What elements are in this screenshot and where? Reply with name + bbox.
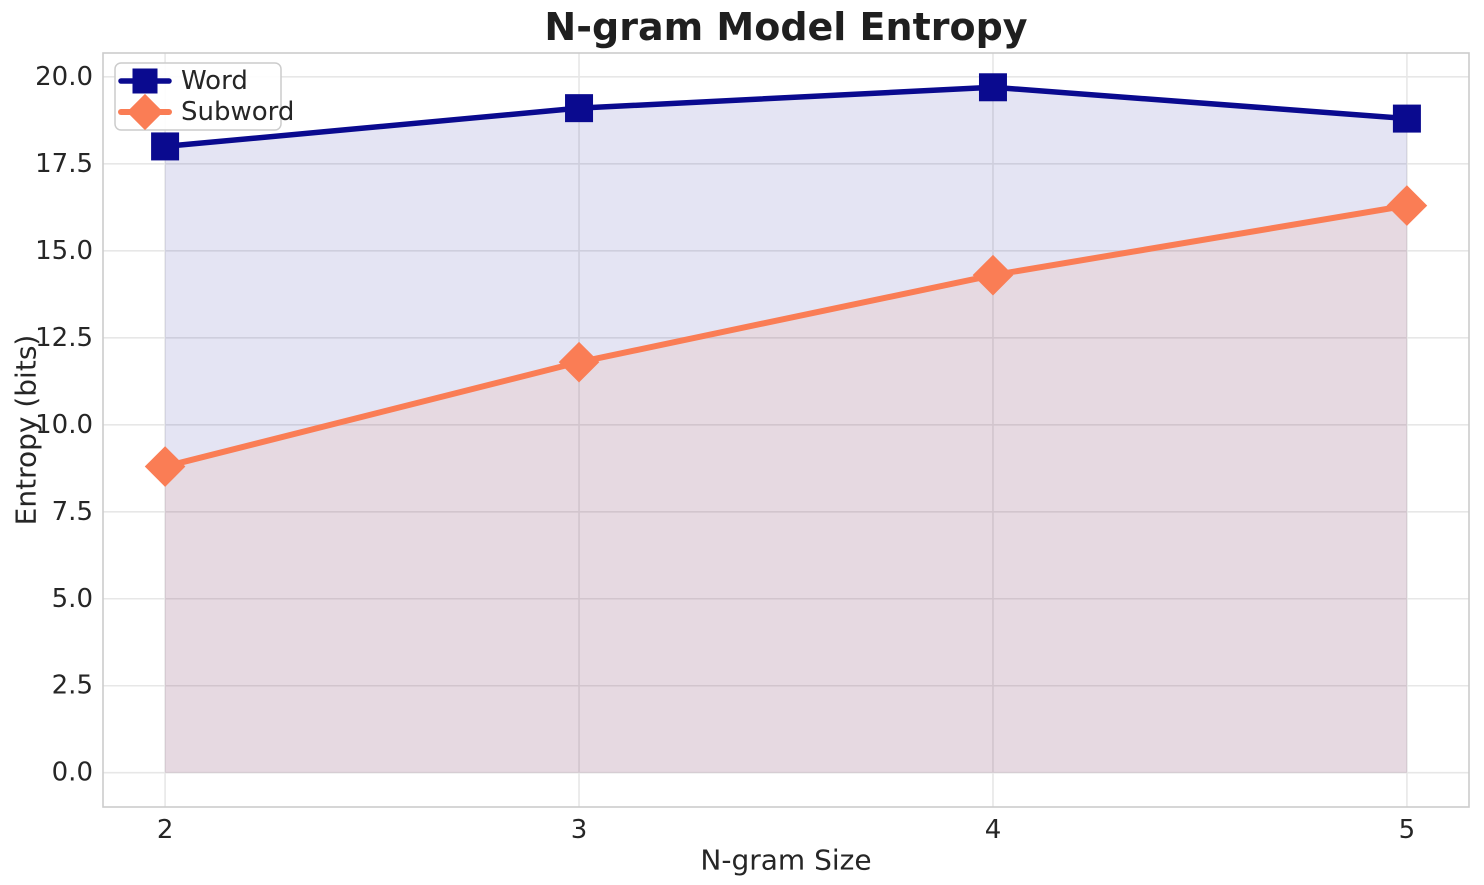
y-axis-label: Entropy (bits) bbox=[10, 335, 43, 526]
y-tick-label: 2.5 bbox=[52, 671, 93, 701]
word-marker bbox=[565, 94, 594, 123]
subword-marker bbox=[558, 341, 600, 383]
subword-marker bbox=[972, 254, 1014, 296]
y-tick-label: 0.0 bbox=[52, 758, 93, 788]
legend-diamond-marker bbox=[126, 93, 164, 131]
word-marker bbox=[151, 132, 180, 161]
word-marker bbox=[1392, 104, 1421, 133]
subword-marker bbox=[144, 446, 186, 487]
word-line bbox=[162, 84, 1410, 150]
chart-title: N-gram Model Entropy bbox=[544, 5, 1027, 49]
y-tick-label: 17.5 bbox=[35, 149, 93, 179]
axis-tick-labels: 0.0 2.5 5.0 7.5 10.0 12.5 15.0 17.5 20.0 2 3 4 5 bbox=[35, 62, 1415, 845]
x-tick-label: 4 bbox=[985, 815, 1002, 845]
grid-lines bbox=[103, 53, 1469, 807]
y-tick-label: 7.5 bbox=[52, 497, 93, 527]
subword-area-fill bbox=[165, 205, 1407, 773]
x-tick-label: 2 bbox=[157, 815, 174, 845]
legend-item-subword: Subword bbox=[118, 93, 294, 131]
series-lines bbox=[144, 73, 1428, 487]
word-marker bbox=[978, 73, 1007, 102]
subword-line bbox=[162, 202, 1410, 470]
x-tick-label: 5 bbox=[1399, 815, 1416, 845]
legend-item-word: Word bbox=[118, 66, 248, 96]
y-tick-label: 20.0 bbox=[35, 62, 93, 92]
legend-square-marker bbox=[132, 68, 158, 94]
series-area-fills bbox=[165, 87, 1407, 773]
y-tick-label: 10.0 bbox=[35, 410, 93, 440]
y-tick-label: 5.0 bbox=[52, 584, 93, 614]
y-tick-label: 12.5 bbox=[35, 323, 93, 353]
legend-label: Subword bbox=[181, 97, 294, 127]
legend-label: Word bbox=[181, 66, 248, 96]
x-tick-label: 3 bbox=[571, 815, 588, 845]
x-axis-label: N-gram Size bbox=[700, 844, 871, 877]
plot-border bbox=[102, 52, 1470, 808]
subword-marker bbox=[1386, 185, 1428, 226]
y-tick-label: 15.0 bbox=[35, 236, 93, 266]
